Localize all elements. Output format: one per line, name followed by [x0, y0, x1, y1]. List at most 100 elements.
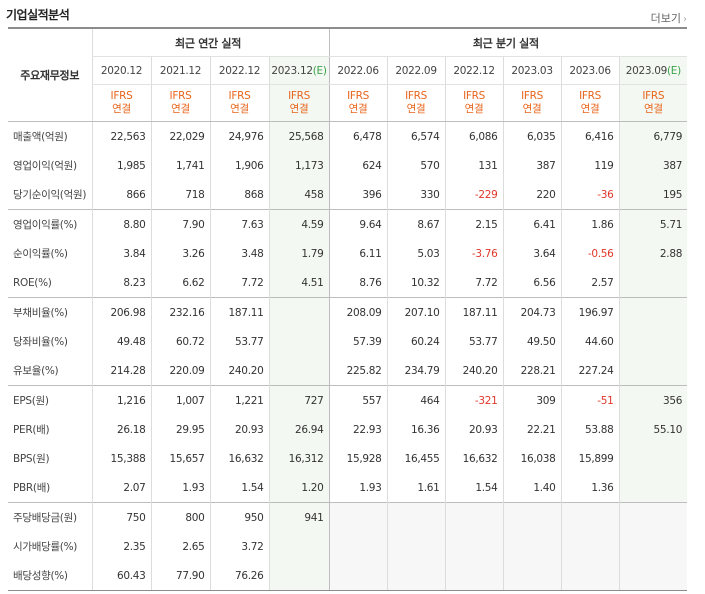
table-cell — [386, 561, 446, 591]
table-row: PER(배) 26.18 29.95 20.93 26.94 22.93 16.36 20.9… — [8, 415, 688, 444]
accounting-standard: IFRS 연결 — [268, 84, 330, 122]
table-cell: 6,086 — [444, 121, 504, 151]
accounting-standard: IFRS 연결 — [386, 84, 446, 122]
accounting-ifrs: IFRS — [110, 90, 133, 102]
table-cell: 26.94 — [268, 415, 330, 444]
table-cell — [386, 502, 446, 532]
table-cell: 3.72 — [209, 532, 269, 561]
table-cell: 220 — [502, 180, 562, 210]
table-cell: 57.39 — [328, 327, 388, 356]
table-cell: 10.32 — [386, 268, 446, 298]
table-cell: 6.11 — [328, 239, 388, 268]
table-cell: 950 — [209, 502, 269, 532]
period-label: 2023.12 — [271, 64, 313, 77]
accounting-ifrs: IFRS — [463, 90, 485, 102]
accounting-ifrs: IFRS — [169, 90, 192, 102]
table-cell: 22.21 — [502, 415, 562, 444]
table-cell: 26.18 — [91, 415, 151, 444]
row-header-label: 주요재무정보 — [8, 27, 92, 122]
accounting-ifrs: IFRS — [579, 90, 601, 102]
table-cell: 187.11 — [209, 297, 269, 327]
accounting-ifrs: IFRS — [228, 90, 251, 102]
table-cell — [618, 327, 688, 356]
table-cell: 49.50 — [502, 327, 562, 356]
accounting-consolidated: 연결 — [171, 103, 190, 115]
table-cell — [560, 502, 620, 532]
table-cell: -3.76 — [444, 239, 504, 268]
table-cell — [618, 297, 688, 327]
table-cell: 7.72 — [209, 268, 269, 298]
accounting-consolidated: 연결 — [348, 103, 368, 115]
row-label: EPS(원) — [8, 385, 92, 415]
accounting-consolidated: 연결 — [580, 103, 600, 115]
table-cell: 1.93 — [328, 473, 388, 503]
table-cell — [386, 532, 446, 561]
accounting-consolidated: 연결 — [112, 103, 131, 115]
table-cell — [328, 502, 388, 532]
table-cell: 187.11 — [444, 297, 504, 327]
row-label: 당기순이익(억원) — [13, 189, 87, 201]
table-cell: 227.24 — [560, 356, 620, 386]
table-cell: 53.77 — [444, 327, 504, 356]
table-cell: 800 — [150, 502, 210, 532]
table-cell: 458 — [268, 180, 330, 210]
table-cell: 16,312 — [268, 444, 330, 473]
table-cell: 208.09 — [328, 297, 388, 327]
row-label: 영업이익(억원) — [13, 160, 77, 172]
table-cell: 718 — [150, 180, 210, 210]
accounting-standard: IFRS 연결 — [444, 84, 504, 122]
table-cell: 5.71 — [618, 209, 688, 239]
table-cell: 131 — [444, 151, 504, 180]
table-cell: 60.43 — [91, 561, 151, 591]
table-cell: 16,632 — [444, 444, 504, 473]
period-header: 2022.12 — [209, 56, 269, 85]
table-cell: 16,632 — [209, 444, 269, 473]
row-label: 배당성향(%) — [8, 561, 92, 591]
table-cell — [268, 532, 330, 561]
period-header: 2023.09(E) — [618, 56, 688, 85]
financial-table: 주요재무정보 최근 연간 실적 최근 분기 실적 2020.12 2021.12 2… — [8, 27, 688, 591]
table-cell: 5.03 — [386, 239, 446, 268]
table-cell — [618, 444, 688, 473]
table-cell: 387 — [502, 151, 562, 180]
table-cell: 7.63 — [209, 209, 269, 239]
table-cell: 29.95 — [150, 415, 210, 444]
table-row: 영업이익률(%) 8.80 7.90 7.63 4.59 9.64 8.67 2.15 6.41… — [8, 209, 688, 239]
period-header: 2021.12 — [150, 56, 210, 85]
period-header: 2023.12(E) — [268, 56, 330, 85]
table-cell: 15,657 — [150, 444, 210, 473]
period-header: 2022.12 — [444, 56, 504, 85]
table-cell — [618, 356, 688, 386]
table-cell: 22,563 — [91, 121, 151, 151]
table-cell: 7.72 — [444, 268, 504, 298]
table-cell — [268, 561, 330, 591]
table-cell: 6,035 — [502, 121, 562, 151]
table-cell — [560, 561, 620, 591]
table-cell: 2.35 — [91, 532, 151, 561]
table-cell: 570 — [386, 151, 446, 180]
table-cell — [560, 532, 620, 561]
table-cell: 750 — [91, 502, 151, 532]
table-cell: 16,038 — [502, 444, 562, 473]
table-cell: 1.61 — [386, 473, 446, 503]
table-cell: 6,416 — [560, 121, 620, 151]
accounting-ifrs: IFRS — [405, 90, 427, 102]
table-cell: -36 — [560, 180, 620, 210]
accounting-standard: IFRS 연결 — [91, 84, 151, 122]
quarter-group-header: 최근 분기 실적 — [328, 27, 688, 57]
table-cell: 2.57 — [560, 268, 620, 298]
table-cell: 16.36 — [386, 415, 446, 444]
table-cell — [502, 532, 562, 561]
table-row: 유보율(%) 214.28 220.09 240.20 225.82 234.79 240.… — [8, 356, 688, 386]
table-cell: 1,985 — [91, 151, 151, 180]
table-row: 순이익률(%) 3.84 3.26 3.48 1.79 6.11 5.03 -3.76 3.64… — [8, 239, 688, 268]
accounting-ifrs: IFRS — [288, 90, 310, 102]
more-link[interactable]: 더보기 › — [651, 10, 687, 26]
table-cell: 15,388 — [91, 444, 151, 473]
table-cell: 60.72 — [150, 327, 210, 356]
accounting-consolidated: 연결 — [230, 103, 249, 115]
table-row: 부채비율(%) 206.98 232.16 187.11 208.09 207.10 187… — [8, 297, 688, 327]
period-label: 2023.09 — [625, 64, 668, 77]
table-cell — [618, 561, 688, 591]
section-title: 기업실적분석 — [6, 8, 70, 22]
